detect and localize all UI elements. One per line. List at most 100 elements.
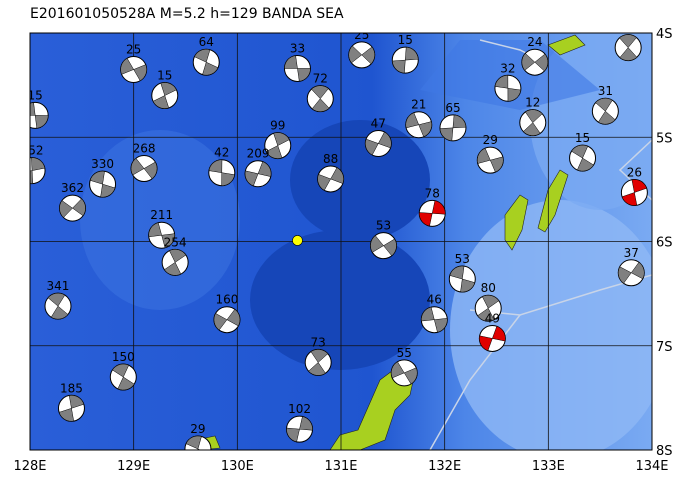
beachball: 24 — [521, 35, 549, 76]
beachball-quadrant — [244, 161, 272, 187]
beachball-quadrant — [571, 144, 594, 172]
beachball-quadrant — [208, 159, 235, 186]
depth-label: 53 — [455, 252, 470, 266]
beachball-quadrant — [30, 102, 49, 129]
depth-label: 47 — [371, 117, 386, 131]
events: 33 72 15 24 32 12 78 53 53 80 49 55 29 99 47 29 15 26 37 21… — [21, 28, 648, 450]
beachball-quadrant — [595, 97, 616, 125]
depth-label: 99 — [270, 119, 285, 133]
beachball-quadrant — [521, 53, 549, 72]
depth-label: 64 — [199, 35, 214, 49]
depth-label: 25 — [126, 42, 141, 56]
beachball-quadrant — [477, 147, 504, 173]
lat-label: 7S — [656, 340, 673, 355]
beachball-quadrant — [405, 112, 432, 138]
beachball: 29 — [476, 133, 504, 174]
beachball: 209 — [244, 147, 272, 188]
beachball: 72 — [306, 72, 334, 113]
beachball-quadrant — [365, 131, 392, 156]
lon-label: 128E — [13, 459, 46, 474]
depth-label: 209 — [247, 147, 270, 161]
beachball: 102 — [286, 402, 314, 443]
depth-label: 254 — [164, 235, 187, 249]
depth-label: 73 — [311, 335, 326, 349]
beachball-quadrant — [213, 308, 241, 331]
lat-label: 8S — [656, 444, 673, 459]
beachball: 49 — [478, 311, 506, 352]
depth-label: 268 — [133, 142, 156, 156]
beachball: 12 — [519, 96, 547, 137]
beachball-quadrant — [164, 249, 187, 276]
beachball: 25 — [120, 42, 148, 83]
beachball-quadrant — [130, 157, 158, 180]
depth-label: 55 — [397, 346, 412, 360]
depth-label: 25 — [354, 28, 369, 42]
depth-label: 185 — [60, 381, 83, 395]
beachball: 55 — [390, 346, 418, 387]
depth-label: 29 — [483, 133, 498, 147]
depth-label: 15 — [157, 69, 172, 83]
beachball-quadrant — [618, 261, 645, 284]
lat-label: 4S — [656, 27, 673, 42]
beachball-quadrant — [348, 45, 375, 65]
depth-label: 33 — [290, 41, 305, 55]
beachball: 46 — [420, 293, 448, 334]
depth-label: 211 — [150, 208, 173, 222]
depth-label: 49 — [485, 311, 500, 325]
lon-label: 131E — [324, 459, 357, 474]
lon-label: 129E — [117, 459, 150, 474]
beachball-quadrant — [311, 85, 330, 112]
depth-label: 88 — [323, 152, 338, 166]
beachball-quadrant — [47, 292, 69, 320]
depth-label: 31 — [598, 84, 613, 98]
depth-label: 42 — [214, 146, 229, 160]
beachball-quadrant — [479, 325, 506, 351]
beachball: 99 — [264, 119, 292, 160]
beachball-quadrant — [392, 46, 419, 74]
depth-label: 29 — [190, 422, 205, 436]
beachball: 352 — [21, 144, 46, 185]
map-title: E201601050528A M=5.2 h=129 BANDA SEA — [30, 6, 344, 22]
depth-label: 362 — [61, 181, 84, 195]
beachball: 362 — [59, 181, 87, 222]
beachball: 29 — [184, 422, 212, 450]
beachball-quadrant — [120, 57, 147, 82]
beachball: 12 — [614, 33, 642, 62]
depth-label: 150 — [112, 350, 135, 364]
beachball-quadrant — [194, 48, 219, 76]
beachball-quadrant — [370, 235, 397, 257]
beachball-quadrant — [30, 157, 46, 184]
beachball: 53 — [370, 219, 398, 260]
beachball: 15 — [569, 131, 597, 172]
beachball: 33 — [283, 41, 311, 82]
depth-label: 352 — [21, 144, 44, 158]
beachball: 26 — [620, 166, 648, 207]
depth-label: 26 — [627, 166, 642, 180]
beachball: 268 — [130, 142, 158, 183]
beachball: 73 — [304, 335, 332, 376]
beachball-quadrant — [449, 265, 476, 293]
lon-label: 134E — [635, 459, 668, 474]
beachball: 185 — [57, 381, 85, 422]
lat-label: 6S — [656, 236, 673, 251]
beachball: 37 — [617, 246, 645, 287]
beachball: 341 — [44, 279, 72, 320]
beachball: 15 — [391, 33, 419, 74]
beachball: 330 — [89, 157, 117, 198]
lon-label: 133E — [532, 459, 565, 474]
beachball-quadrant — [58, 395, 85, 422]
beachball-quadrant — [390, 361, 418, 385]
beachball: 78 — [418, 186, 446, 227]
depth-label: 330 — [91, 157, 114, 171]
depth-label: 78 — [425, 186, 440, 200]
beachball: 88 — [317, 152, 345, 193]
beachball-quadrant — [522, 109, 543, 136]
depth-label: 102 — [288, 402, 311, 416]
beachball: 65 — [439, 101, 467, 142]
depth-label: 12 — [525, 96, 540, 110]
beachball-quadrant — [185, 435, 202, 450]
beachball: 254 — [161, 235, 189, 276]
depth-label: 15 — [575, 131, 590, 145]
beachball: 21 — [405, 98, 433, 139]
